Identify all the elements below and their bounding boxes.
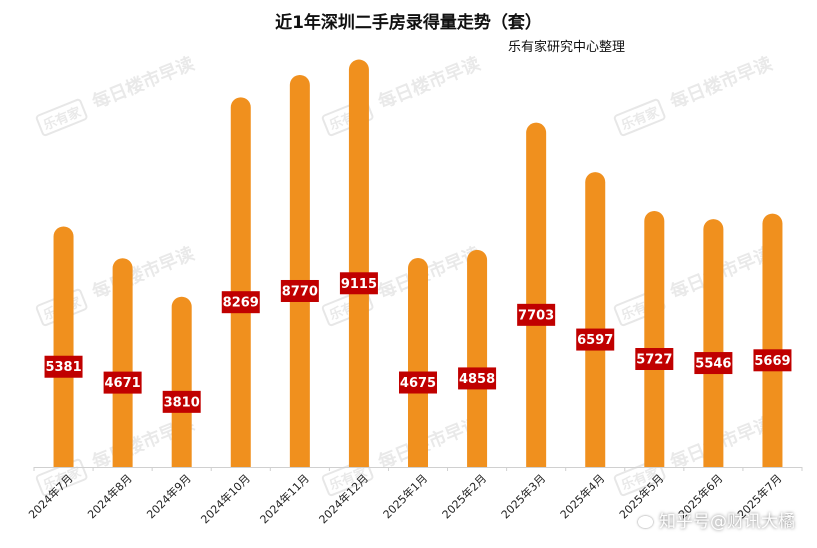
bar bbox=[762, 213, 783, 467]
bar bbox=[644, 211, 665, 467]
x-tick-label: 2024年12月 bbox=[316, 471, 371, 526]
data-label: 5546 bbox=[695, 357, 731, 372]
data-label-box bbox=[753, 349, 792, 372]
x-tick-label: 2024年10月 bbox=[198, 471, 253, 526]
x-tick-label: 2024年11月 bbox=[257, 471, 312, 526]
x-tick-label: 2025年2月 bbox=[439, 471, 489, 521]
corner-watermark: 知乎号@财讯大橘 bbox=[638, 507, 795, 532]
data-label: 5381 bbox=[45, 360, 81, 375]
data-label-box bbox=[694, 352, 733, 375]
data-label-box bbox=[103, 371, 142, 394]
bar bbox=[230, 97, 251, 468]
bar bbox=[53, 226, 74, 467]
data-label-box bbox=[576, 328, 615, 351]
data-label: 5727 bbox=[636, 353, 672, 368]
x-tick-label: 2024年8月 bbox=[85, 471, 135, 521]
wechat-icon bbox=[638, 516, 653, 528]
data-label: 4675 bbox=[400, 376, 436, 391]
data-label: 3810 bbox=[164, 395, 200, 410]
data-label: 9115 bbox=[341, 277, 377, 292]
bar bbox=[703, 219, 724, 467]
x-tick-label: 2025年4月 bbox=[557, 471, 607, 521]
data-label-box bbox=[162, 390, 201, 413]
corner-watermark-text: 知乎号@财讯大橘 bbox=[659, 512, 795, 532]
data-label: 4858 bbox=[459, 372, 495, 387]
x-tick-label: 2024年7月 bbox=[25, 471, 75, 521]
data-label: 5669 bbox=[754, 354, 790, 369]
bar bbox=[171, 296, 192, 467]
bar bbox=[408, 258, 428, 467]
data-label-box bbox=[635, 348, 674, 371]
bar bbox=[585, 172, 606, 467]
bar bbox=[348, 59, 369, 467]
data-label-box bbox=[339, 272, 378, 295]
bar bbox=[526, 122, 547, 467]
x-tick-label: 2025年1月 bbox=[380, 471, 430, 521]
data-label-box bbox=[458, 367, 497, 390]
bar bbox=[467, 249, 488, 467]
data-label: 8770 bbox=[282, 284, 318, 299]
data-label: 6597 bbox=[577, 333, 613, 348]
data-label-box bbox=[399, 371, 437, 394]
chart-subtitle: 乐有家研究中心整理 bbox=[508, 40, 626, 55]
data-label-box bbox=[221, 291, 260, 314]
x-tick-label: 2025年3月 bbox=[498, 471, 548, 521]
data-label-box bbox=[517, 303, 556, 326]
chart-title: 近1年深圳二手房录得量走势（套） bbox=[275, 13, 542, 33]
data-label-box bbox=[280, 279, 319, 302]
x-tick-label: 2024年9月 bbox=[144, 471, 194, 521]
bar bbox=[112, 258, 133, 467]
data-label: 7703 bbox=[518, 308, 554, 323]
data-label: 8269 bbox=[223, 296, 259, 311]
data-label-box bbox=[44, 355, 83, 378]
bar bbox=[289, 74, 310, 467]
data-label: 4671 bbox=[105, 376, 141, 391]
